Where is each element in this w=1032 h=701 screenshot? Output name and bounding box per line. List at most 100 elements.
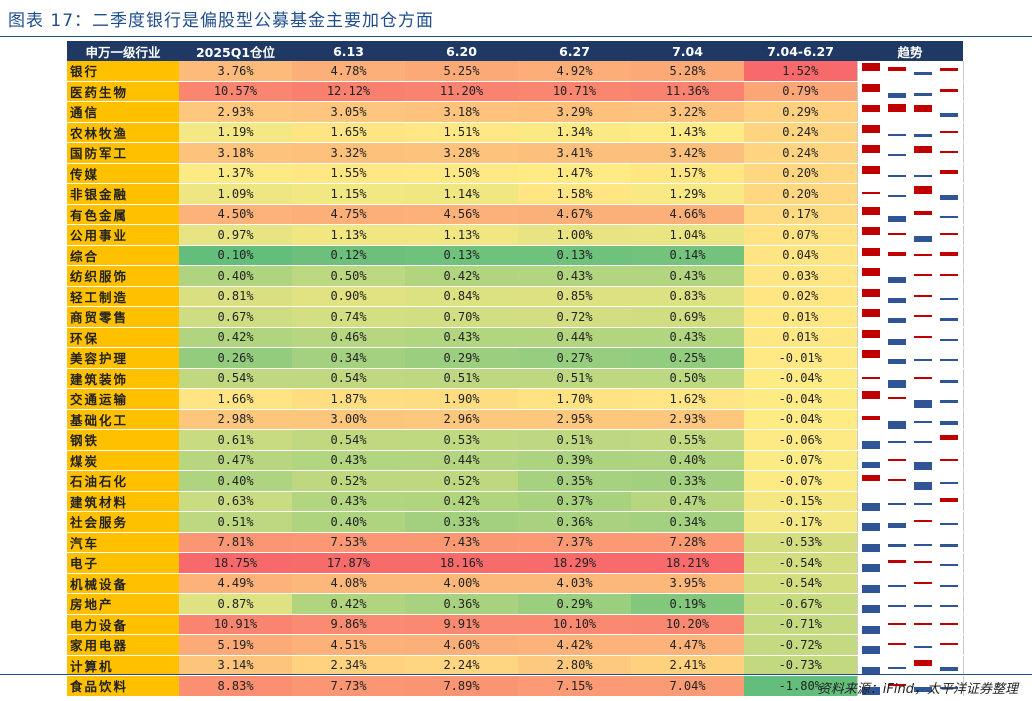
trend-up-mark (939, 68, 958, 72)
trend-down-mark (861, 625, 880, 634)
change-cell: 0.01% (744, 327, 857, 348)
cell-0620: 3.28% (405, 142, 518, 164)
cell-0613: 1.15% (292, 183, 405, 205)
q1-cell: 0.63% (179, 491, 292, 512)
col-header-0613: 6.13 (292, 41, 405, 61)
trend-down-mark (887, 195, 906, 198)
cell-0613: 1.13% (292, 224, 405, 246)
trend-down-mark (887, 605, 906, 608)
trend-up-mark (939, 233, 958, 236)
q1-cell: 0.40% (179, 470, 292, 492)
trend-sparkline (861, 415, 958, 429)
cell-0620: 0.29% (405, 347, 518, 369)
trend-sparkline (861, 458, 958, 470)
cell-0613: 4.51% (292, 634, 405, 656)
q1-cell: 1.66% (179, 388, 292, 410)
table-row: 石油石化 0.40% 0.52% 0.52% 0.35% 0.33% -0.07% (67, 470, 964, 492)
q1-cell: 0.51% (179, 511, 292, 533)
trend-cell (856, 614, 964, 635)
industry-cell: 农林牧渔 (67, 122, 179, 143)
industry-cell: 社会服务 (67, 511, 179, 533)
trend-up-mark (913, 520, 932, 523)
q1-cell: 0.42% (179, 327, 292, 348)
trend-cell (856, 532, 964, 553)
change-cell: -0.71% (744, 614, 857, 635)
industry-cell: 钢铁 (67, 429, 179, 451)
cell-0620: 2.24% (405, 655, 518, 676)
trend-down-mark (887, 338, 906, 345)
trend-down-mark (913, 461, 932, 470)
trend-down-mark (913, 400, 932, 409)
cell-0704: 3.95% (631, 573, 744, 594)
cell-0620: 0.42% (405, 491, 518, 512)
trend-cell (856, 675, 964, 697)
trend-sparkline (861, 124, 958, 137)
cell-0704: 1.29% (631, 183, 744, 205)
q1-cell: 0.97% (179, 224, 292, 246)
trend-cell (856, 224, 964, 246)
cell-0613: 1.87% (292, 388, 405, 410)
q1-cell: 2.93% (179, 101, 292, 123)
cell-0627: 10.10% (518, 614, 631, 635)
cell-0704: 1.62% (631, 388, 744, 410)
table-row: 有色金属 4.50% 4.75% 4.56% 4.67% 4.66% 0.17% (67, 204, 964, 225)
table-row: 汽车 7.81% 7.53% 7.43% 7.37% 7.28% -0.53% (67, 532, 964, 553)
trend-down-mark (939, 195, 958, 201)
change-cell: -0.15% (744, 491, 857, 512)
cell-0704: 0.50% (631, 368, 744, 389)
trend-down-mark (887, 502, 906, 505)
change-cell: 0.79% (744, 81, 857, 102)
industry-cell: 环保 (67, 327, 179, 348)
cell-0620: 1.50% (405, 163, 518, 184)
cell-0704: 11.36% (631, 81, 744, 102)
trend-up-mark (939, 88, 958, 92)
cell-0704: 0.25% (631, 347, 744, 369)
trend-down-mark (861, 646, 880, 655)
trend-up-mark (861, 475, 880, 482)
col-header-0620: 6.20 (405, 41, 518, 61)
cell-0613: 3.05% (292, 101, 405, 123)
col-header-0704: 7.04 (631, 41, 744, 61)
trend-cell (856, 634, 964, 656)
trend-down-mark (913, 72, 932, 76)
trend-down-mark (861, 543, 880, 552)
col-header-q1: 2025Q1仓位 (179, 41, 292, 61)
industry-cell: 基础化工 (67, 409, 179, 430)
table-row: 电子 18.75% 17.87% 18.16% 18.29% 18.21% -0.54% (67, 552, 964, 574)
trend-down-mark (913, 133, 932, 137)
trend-cell (856, 183, 964, 205)
q1-cell: 0.81% (179, 286, 292, 307)
cell-0704: 3.42% (631, 142, 744, 164)
cell-0627: 1.00% (518, 224, 631, 246)
change-cell: 0.24% (744, 142, 857, 164)
table-row: 公用事业 0.97% 1.13% 1.13% 1.00% 1.04% 0.07% (67, 224, 964, 246)
trend-sparkline (861, 227, 958, 243)
trend-cell (856, 327, 964, 348)
cell-0613: 1.65% (292, 122, 405, 143)
industry-cell: 通信 (67, 101, 179, 123)
trend-sparkline (861, 206, 958, 222)
trend-down-mark (913, 236, 932, 243)
cell-0704: 0.34% (631, 511, 744, 533)
cell-0627: 4.67% (518, 204, 631, 225)
trend-up-mark (913, 561, 932, 564)
industry-cell: 纺织服饰 (67, 265, 179, 287)
trend-up-mark (887, 458, 906, 461)
trend-down-mark (913, 174, 932, 177)
cell-0627: 0.51% (518, 429, 631, 451)
cell-0613: 9.86% (292, 614, 405, 635)
cell-0704: 0.47% (631, 491, 744, 512)
trend-up-mark (913, 105, 932, 113)
trend-down-mark (887, 318, 906, 324)
trend-down-mark (939, 297, 958, 300)
table-row: 轻工制造 0.81% 0.90% 0.84% 0.85% 0.83% 0.02% (67, 286, 964, 307)
cell-0620: 2.96% (405, 409, 518, 430)
trend-up-mark (887, 479, 906, 482)
cell-0613: 4.78% (292, 61, 405, 82)
change-cell: 0.07% (744, 224, 857, 246)
cell-0620: 0.13% (405, 245, 518, 266)
trend-sparkline (861, 643, 958, 655)
trend-up-mark (887, 251, 906, 256)
trend-down-mark (913, 420, 932, 423)
trend-up-mark (939, 251, 958, 256)
